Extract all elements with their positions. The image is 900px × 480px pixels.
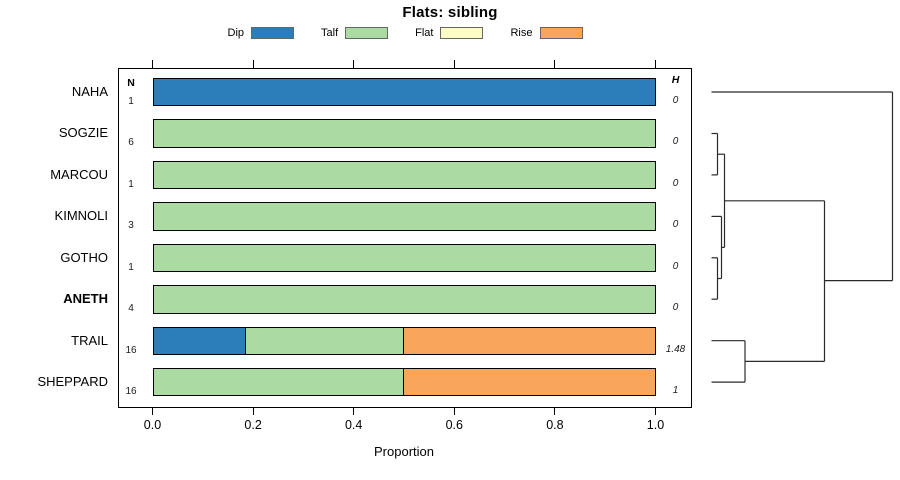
n-column-header: N bbox=[127, 76, 135, 89]
h-value: 0 bbox=[672, 260, 679, 272]
axis-tick-bottom bbox=[554, 407, 556, 415]
legend-label: Flat bbox=[415, 27, 434, 39]
legend-item: Talf bbox=[321, 27, 389, 39]
bar-segment-talf bbox=[152, 160, 656, 190]
axis-tick-bottom bbox=[453, 407, 455, 415]
n-value: 6 bbox=[128, 137, 134, 149]
x-axis-label: Proportion bbox=[374, 444, 434, 459]
row-label: SOGZIE bbox=[58, 125, 108, 141]
chart-title: Flats: sibling bbox=[402, 4, 498, 21]
x-tick-label: 1.0 bbox=[646, 417, 665, 432]
n-value: 3 bbox=[128, 220, 134, 232]
row-label: MARCOU bbox=[50, 166, 108, 182]
legend-item: Dip bbox=[228, 27, 295, 39]
axis-tick-top bbox=[554, 59, 556, 68]
h-value: 0 bbox=[672, 95, 679, 106]
n-value: 16 bbox=[125, 344, 137, 356]
axis-tick-bottom bbox=[353, 407, 355, 415]
h-value: 0 bbox=[672, 136, 679, 148]
n-value: 1 bbox=[128, 261, 134, 273]
h-value: 1 bbox=[672, 385, 679, 397]
row-label: GOTHO bbox=[60, 249, 108, 265]
h-value: 1.48 bbox=[665, 343, 686, 355]
row-label: SHEPPARD bbox=[37, 374, 108, 390]
legend-label: Talf bbox=[321, 27, 339, 39]
legend-label: Rise bbox=[510, 27, 533, 39]
h-value: 0 bbox=[672, 219, 679, 231]
n-value: 1 bbox=[128, 178, 134, 190]
h-column-header: H bbox=[671, 74, 680, 86]
legend-swatch-flat bbox=[440, 27, 484, 39]
axis-tick-top bbox=[252, 59, 254, 68]
legend-swatch-rise bbox=[539, 27, 583, 39]
row-label: TRAIL bbox=[71, 332, 108, 348]
n-value: 1 bbox=[128, 96, 134, 107]
x-tick-label: 0.6 bbox=[445, 417, 463, 432]
bar-segment-talf bbox=[152, 243, 656, 273]
bar-segment-talf bbox=[152, 202, 656, 231]
legend-swatch-dip bbox=[251, 27, 295, 39]
bar-segment-rise bbox=[402, 367, 656, 397]
x-tick-label: 0.2 bbox=[244, 417, 262, 432]
bar-segment-talf bbox=[245, 326, 404, 355]
bar-segment-dip bbox=[152, 326, 247, 355]
bar-segment-talf bbox=[152, 367, 404, 397]
bar-segment-talf bbox=[152, 285, 656, 314]
legend-label: Dip bbox=[227, 27, 245, 39]
axis-tick-bottom bbox=[655, 407, 656, 415]
bar-segment-rise bbox=[402, 326, 656, 355]
row-label: KIMNOLI bbox=[54, 208, 108, 224]
row-label: ANETH bbox=[63, 291, 108, 307]
legend: Dip Talf Flat Rise bbox=[0, 25, 810, 41]
axis-tick-top bbox=[353, 59, 355, 68]
x-tick-label: 0.8 bbox=[546, 417, 564, 432]
x-tick-label: 0.4 bbox=[344, 417, 363, 432]
h-value: 0 bbox=[672, 177, 679, 189]
axis-tick-top bbox=[152, 59, 153, 68]
axis-tick-bottom bbox=[152, 407, 153, 415]
legend-item: Flat bbox=[415, 27, 484, 39]
axis-tick-bottom bbox=[252, 407, 254, 415]
legend-swatch-talf bbox=[345, 27, 389, 39]
bar-segment-dip bbox=[152, 77, 656, 107]
h-value: 0 bbox=[672, 302, 679, 314]
legend-item: Rise bbox=[510, 27, 583, 39]
x-tick-label: 0.0 bbox=[143, 417, 162, 432]
n-value: 16 bbox=[125, 386, 137, 398]
axis-tick-top bbox=[655, 59, 656, 68]
n-value: 4 bbox=[128, 303, 134, 315]
row-label: NAHA bbox=[71, 84, 108, 99]
bar-segment-talf bbox=[152, 119, 656, 148]
axis-tick-top bbox=[453, 59, 455, 68]
